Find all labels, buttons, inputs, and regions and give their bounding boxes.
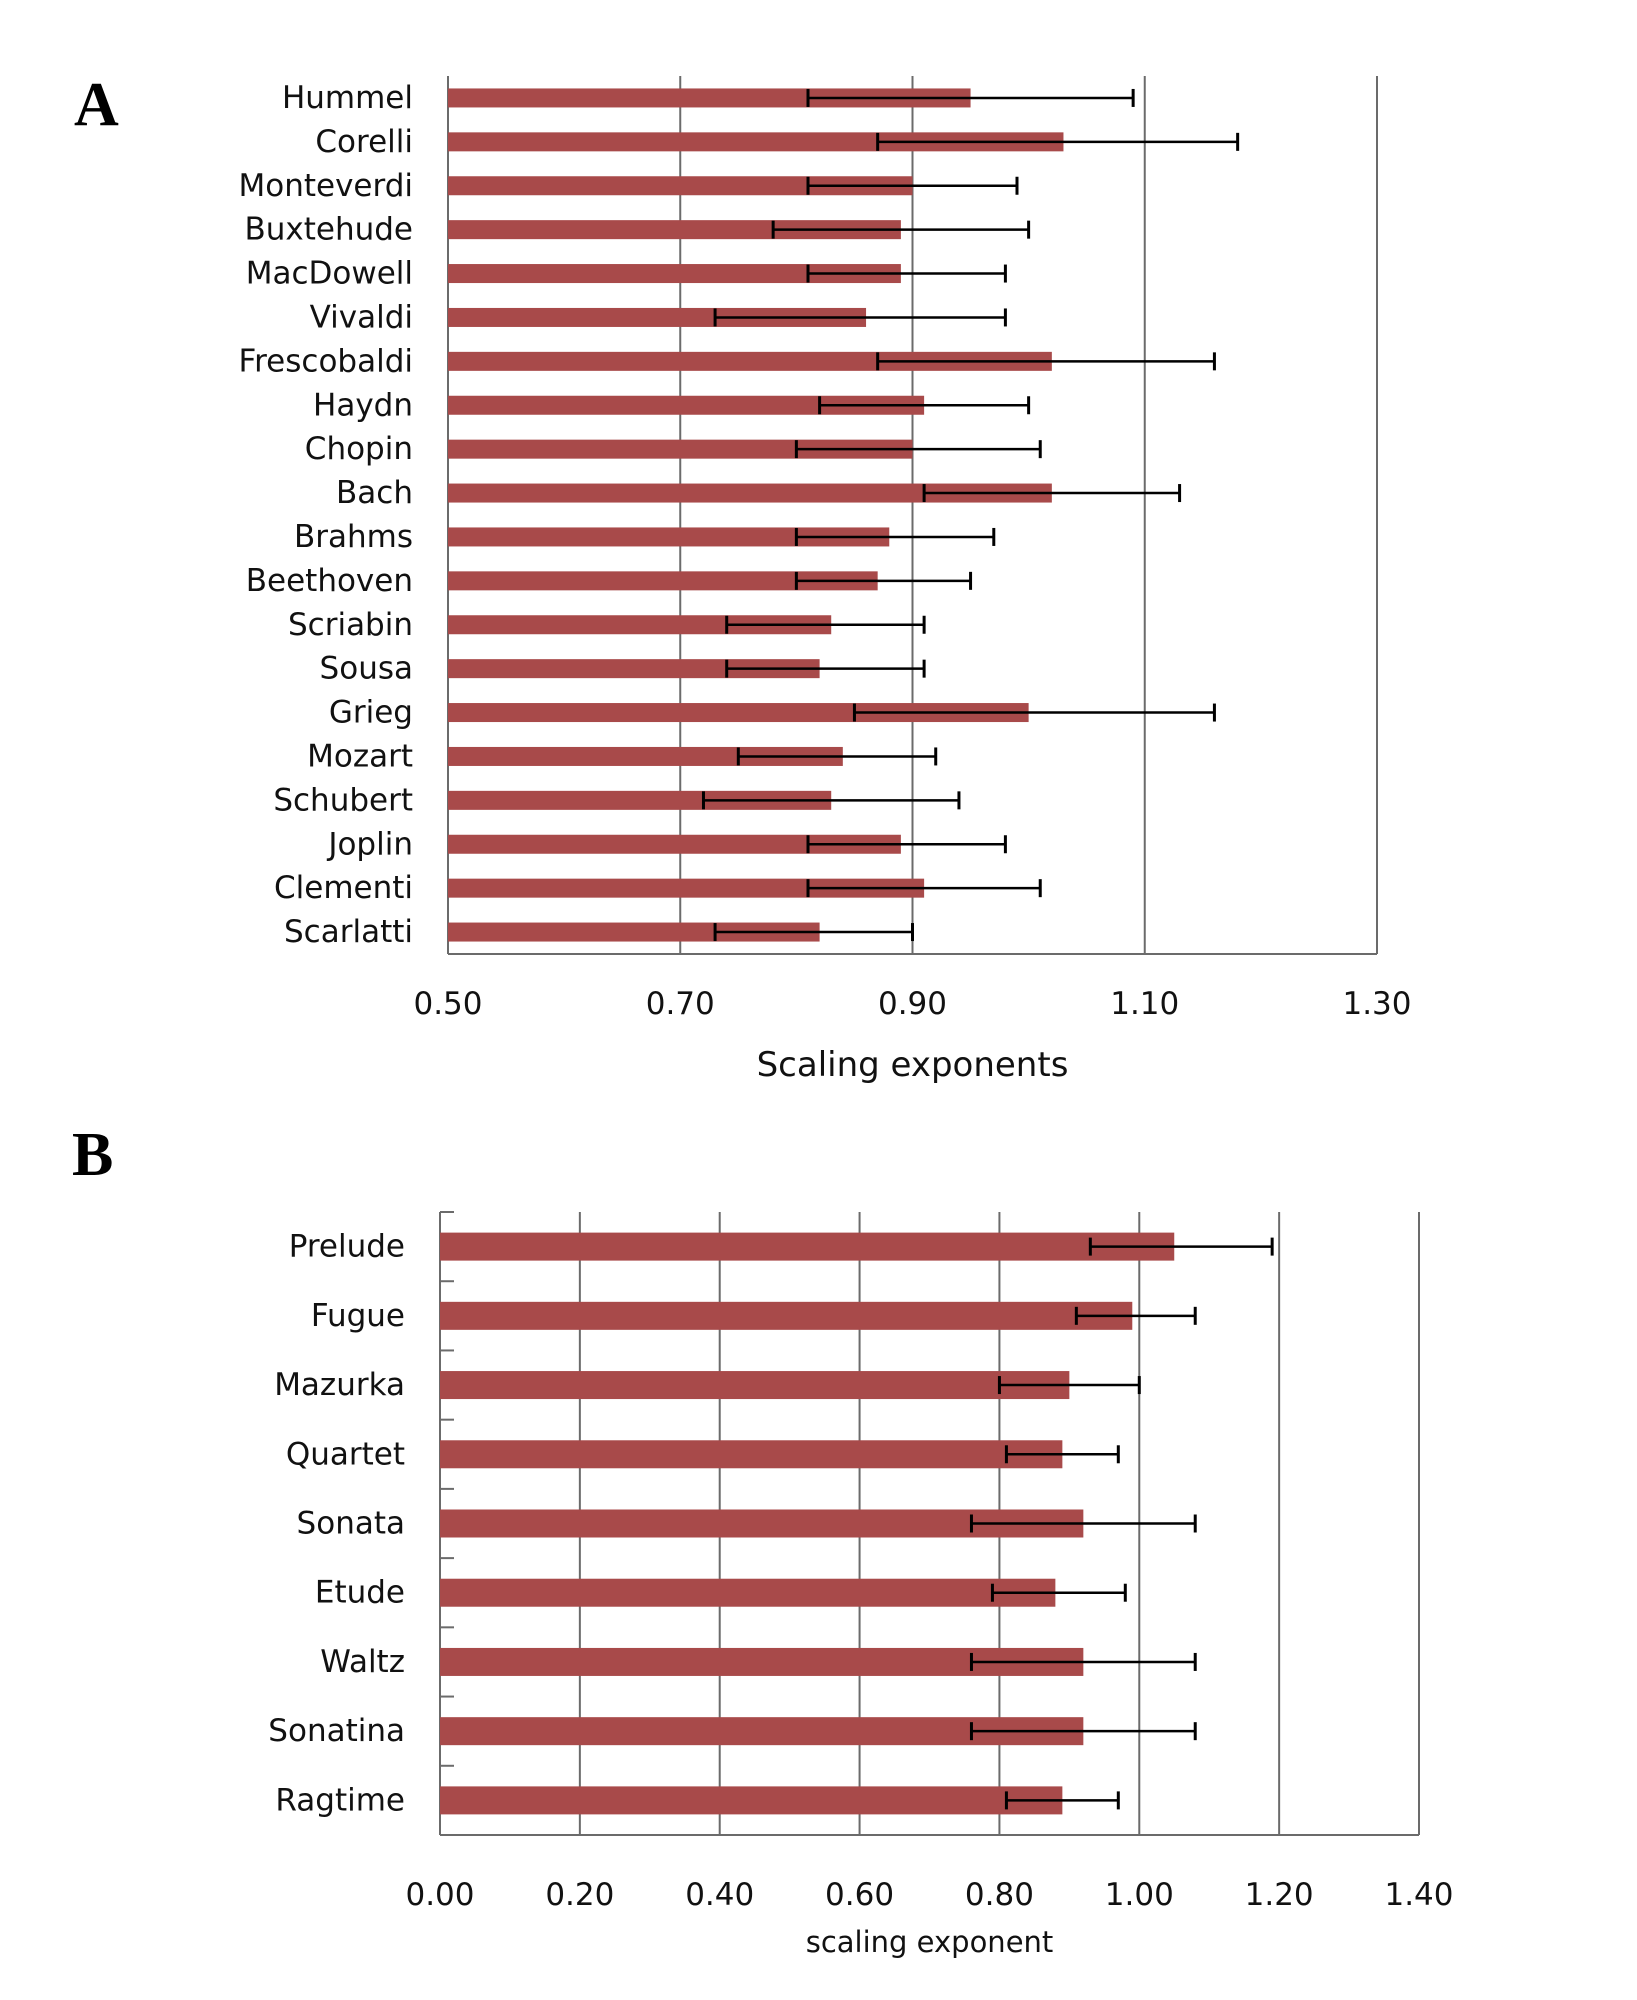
- category-label: Quartet: [286, 1436, 405, 1472]
- category-label: Scriabin: [288, 607, 413, 643]
- bar: [440, 1440, 1063, 1469]
- bar: [448, 483, 1052, 503]
- panel-a-label: A: [74, 71, 119, 139]
- bar: [448, 264, 901, 284]
- category-label: Haydn: [313, 387, 413, 423]
- bar: [440, 1786, 1063, 1815]
- bar: [448, 746, 843, 766]
- bar: [440, 1301, 1133, 1330]
- bar: [448, 220, 901, 240]
- x-tick-label: 0.20: [545, 1877, 614, 1913]
- x-tick-label: 0.80: [965, 1877, 1034, 1913]
- x-tick-label: 0.40: [685, 1877, 754, 1913]
- category-label: Joplin: [326, 826, 413, 862]
- bar: [448, 176, 913, 196]
- category-label: Sousa: [320, 651, 413, 687]
- x-tick-label: 1.10: [1110, 986, 1179, 1022]
- x-tick-label: 1.20: [1245, 1877, 1314, 1913]
- category-label: Prelude: [289, 1229, 405, 1265]
- bar: [448, 703, 1029, 723]
- bar: [448, 132, 1064, 152]
- category-label: Monteverdi: [239, 168, 414, 204]
- x-tick-label: 0.50: [413, 986, 482, 1022]
- category-label: Mazurka: [274, 1367, 405, 1403]
- bar: [440, 1371, 1070, 1400]
- x-tick-label: 1.30: [1342, 986, 1411, 1022]
- category-label: Grieg: [329, 695, 413, 731]
- bar: [448, 571, 878, 591]
- bar: [448, 790, 832, 810]
- bar: [448, 922, 820, 942]
- bar: [448, 834, 901, 854]
- x-tick-label: 0.70: [646, 986, 715, 1022]
- category-label: Waltz: [320, 1644, 405, 1680]
- chart-b-genres: 0.00 0.20 0.40 0.60 0.80 1.00 1.20 1.40 Prelude F…: [268, 1211, 1454, 1959]
- x-tick-label: 0.60: [825, 1877, 894, 1913]
- category-label: Clementi: [274, 870, 413, 906]
- category-label: Frescobaldi: [239, 343, 413, 379]
- category-label: Ragtime: [275, 1782, 405, 1818]
- category-label: Sonata: [297, 1506, 405, 1542]
- x-tick-label: 0.00: [405, 1877, 474, 1913]
- bar: [440, 1578, 1056, 1607]
- bar: [448, 351, 1052, 371]
- category-label: MacDowell: [246, 256, 413, 292]
- bar: [448, 88, 971, 108]
- chart-a-composers: 0.50 0.70 0.90 1.10 1.30 Hummel Corelli Monteve…: [239, 76, 1412, 1085]
- panel-b-label: B: [72, 1121, 114, 1189]
- category-label: Corelli: [315, 124, 413, 160]
- category-label: Scarlatti: [284, 914, 413, 950]
- category-label: Vivaldi: [310, 299, 413, 335]
- category-label: Bach: [336, 475, 413, 511]
- category-label: Beethoven: [246, 563, 413, 599]
- category-label: Chopin: [305, 431, 413, 467]
- bar: [448, 878, 925, 898]
- category-label: Buxtehude: [244, 212, 413, 248]
- category-label: Sonatina: [268, 1713, 405, 1749]
- category-label: Schubert: [273, 782, 413, 818]
- bar: [440, 1232, 1175, 1261]
- bar: [448, 395, 925, 415]
- x-axis-title: scaling exponent: [806, 1925, 1054, 1959]
- bar: [448, 307, 867, 327]
- bar: [448, 527, 890, 547]
- bar: [448, 615, 832, 635]
- category-label: Mozart: [307, 738, 413, 774]
- x-tick-label: 1.40: [1384, 1877, 1453, 1913]
- category-label: Hummel: [282, 80, 413, 116]
- x-axis-title: Scaling exponents: [757, 1045, 1069, 1085]
- category-label: Fugue: [311, 1298, 405, 1334]
- x-tick-label: 0.90: [878, 986, 947, 1022]
- category-label: Etude: [315, 1575, 405, 1611]
- x-tick-label: 1.00: [1105, 1877, 1174, 1913]
- category-label: Brahms: [294, 519, 413, 555]
